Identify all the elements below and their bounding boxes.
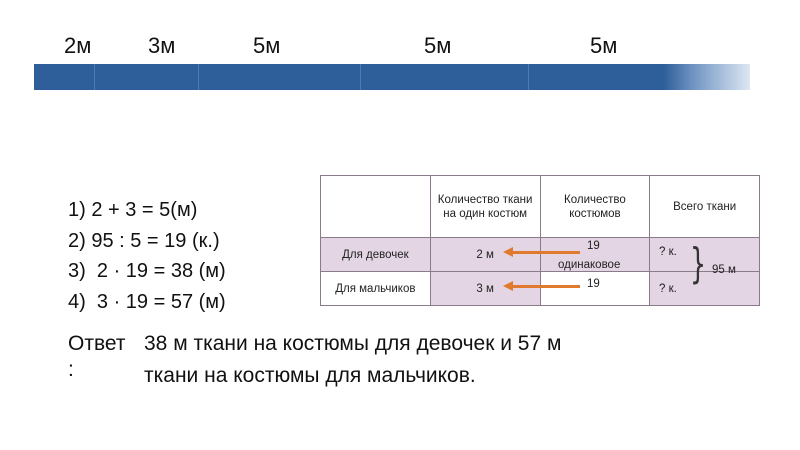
per-suit-girls: 2 м: [429, 237, 541, 272]
per-suit-boys: 3 м: [429, 271, 541, 306]
bar-divider: [360, 64, 361, 90]
row-label-girls: Для девочек: [320, 237, 431, 272]
solution-step-3: 3) 2 · 19 = 38 (м): [68, 260, 226, 282]
solution-steps: 1) 2 + 3 = 5(м) 2) 95 : 5 = 19 (к.) 3) 2…: [68, 195, 226, 317]
bar-divider: [198, 64, 199, 90]
suits-boys: 19: [587, 278, 600, 290]
solution-step-1: 1) 2 + 3 = 5(м): [68, 199, 198, 221]
total-boys: ? к.: [659, 283, 677, 295]
right-brace-icon: }: [690, 239, 707, 288]
sum-total: 95 м: [712, 264, 736, 276]
table-row: Для мальчиков 3 м: [320, 271, 760, 306]
same-label: одинаковое: [558, 259, 621, 271]
segment-label-1: 2м: [64, 33, 92, 58]
solution-step-2: 2) 95 : 5 = 19 (к.): [68, 229, 220, 252]
total-boys-cell: [649, 271, 760, 306]
bar-divider: [94, 64, 95, 90]
total-girls-cell: [649, 237, 760, 272]
arrow-left-icon: [503, 247, 580, 257]
segment-label-2: 3м: [148, 33, 176, 58]
suits-boys-cell: [539, 271, 651, 306]
answer-label: Ответ: [68, 332, 126, 355]
segment-label-3: 5м: [253, 33, 281, 58]
table-header-per-suit: Количество ткани на один костюм: [429, 175, 541, 238]
solution-step-4: 4) 3 · 19 = 57 (м): [68, 290, 226, 313]
suits-girls-cell: [539, 237, 651, 272]
suits-girls: 19: [587, 240, 600, 252]
segment-label-4: 5м: [424, 33, 452, 58]
arrow-left-icon: [503, 281, 580, 291]
fabric-table: Количество ткани на один костюм Количест…: [320, 175, 760, 306]
table-header-row: Количество ткани на один костюм Количест…: [320, 175, 760, 238]
answer-text: 38 м ткани на костюмы для девочек и 57 м…: [144, 332, 562, 387]
table-header-total: Всего ткани: [649, 175, 760, 238]
table-header-suits: Количество костюмов: [539, 175, 651, 238]
table-header-empty: [320, 175, 431, 238]
row-label-boys: Для мальчиков: [320, 271, 431, 306]
answer-colon: :: [68, 358, 74, 381]
segment-label-5: 5м: [590, 33, 618, 58]
total-girls: ? к.: [659, 246, 677, 258]
bar-divider: [528, 64, 529, 90]
segment-bar: [34, 64, 750, 90]
